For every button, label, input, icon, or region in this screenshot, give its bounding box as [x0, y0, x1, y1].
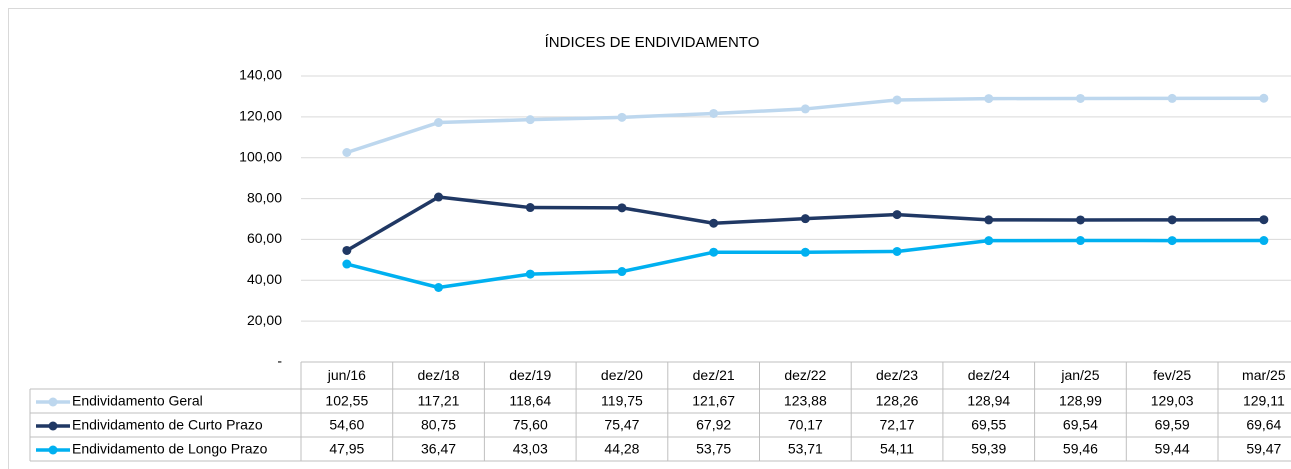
table-value: 59,47 — [1246, 441, 1281, 457]
table-value: 36,47 — [421, 441, 456, 457]
x-tick-label: dez/23 — [876, 367, 918, 383]
y-tick-label: 20,00 — [247, 312, 282, 328]
point — [800, 214, 810, 224]
x-tick-label: mar/25 — [1242, 367, 1286, 383]
table-value: 70,17 — [788, 417, 823, 433]
table-value: 128,26 — [876, 393, 919, 409]
legend-marker — [48, 421, 58, 431]
table-value: 119,75 — [601, 393, 643, 409]
point — [1259, 93, 1269, 103]
point — [800, 247, 810, 257]
table-value: 53,75 — [696, 441, 731, 457]
table-value: 44,28 — [604, 441, 639, 457]
point — [1167, 215, 1177, 225]
table-value: 121,67 — [692, 393, 735, 409]
table-value: 75,60 — [513, 417, 548, 433]
point — [434, 118, 444, 128]
x-tick-label: dez/22 — [784, 367, 826, 383]
table-value: 129,11 — [1243, 393, 1285, 409]
table-value: 80,75 — [421, 417, 456, 433]
x-tick-label: jun/16 — [327, 367, 366, 383]
table-value: 53,71 — [788, 441, 823, 457]
point — [709, 218, 719, 228]
table-value: 75,47 — [604, 417, 639, 433]
table-value: 69,59 — [1155, 417, 1190, 433]
point — [1167, 93, 1177, 103]
table-value: 59,39 — [971, 441, 1006, 457]
point — [984, 215, 994, 225]
y-tick-label: 120,00 — [239, 108, 282, 124]
point — [1167, 236, 1177, 246]
legend-marker — [48, 445, 58, 455]
x-tick-label: dez/18 — [418, 367, 460, 383]
point — [525, 269, 535, 279]
y-tick-label: - — [277, 353, 282, 369]
y-tick-label: 100,00 — [239, 148, 282, 164]
table-value: 69,64 — [1246, 417, 1281, 433]
point — [800, 104, 810, 114]
table-value: 129,03 — [1151, 393, 1194, 409]
point — [525, 203, 535, 213]
chart-title: ÍNDICES DE ENDIVIDAMENTO — [545, 34, 760, 51]
point — [984, 236, 994, 246]
point — [1075, 236, 1085, 246]
table-value: 128,94 — [967, 393, 1010, 409]
point — [1259, 215, 1269, 225]
point — [709, 247, 719, 257]
table-value: 43,03 — [513, 441, 548, 457]
point — [617, 203, 627, 213]
point — [984, 94, 994, 104]
point — [617, 112, 627, 122]
table-value: 54,60 — [329, 417, 364, 433]
point — [434, 192, 444, 202]
point — [892, 210, 902, 220]
table-value: 69,55 — [971, 417, 1006, 433]
table-value: 102,55 — [325, 393, 368, 409]
point — [709, 108, 719, 118]
legend-label: Endividamento de Curto Prazo — [72, 417, 263, 433]
x-tick-label: dez/24 — [968, 367, 1010, 383]
x-tick-label: dez/21 — [693, 367, 735, 383]
table-value: 67,92 — [696, 417, 731, 433]
table-value: 123,88 — [784, 393, 827, 409]
point — [892, 95, 902, 105]
point — [892, 246, 902, 256]
point — [1075, 215, 1085, 225]
table-value: 47,95 — [329, 441, 364, 457]
table-value: 59,46 — [1063, 441, 1098, 457]
point — [617, 267, 627, 277]
y-tick-label: 140,00 — [239, 67, 282, 83]
point — [342, 148, 352, 158]
y-tick-label: 60,00 — [247, 230, 282, 246]
x-tick-label: jan/25 — [1060, 367, 1099, 383]
table-value: 128,99 — [1059, 393, 1102, 409]
legend-label: Endividamento Geral — [72, 393, 203, 409]
point — [342, 259, 352, 269]
table-value: 117,21 — [418, 393, 460, 409]
point — [1075, 93, 1085, 103]
table-value: 118,64 — [509, 393, 551, 409]
legend-label: Endividamento de Longo Prazo — [72, 441, 268, 457]
y-tick-label: 40,00 — [247, 271, 282, 287]
table-value: 59,44 — [1155, 441, 1190, 457]
point — [342, 245, 352, 255]
y-tick-label: 80,00 — [247, 189, 282, 205]
table-value: 69,54 — [1063, 417, 1098, 433]
point — [434, 282, 444, 292]
x-tick-label: fev/25 — [1153, 367, 1191, 383]
table-value: 72,17 — [880, 417, 915, 433]
x-tick-label: dez/19 — [509, 367, 551, 383]
table-value: 54,11 — [880, 441, 914, 457]
point — [525, 115, 535, 125]
point — [1259, 236, 1269, 246]
x-tick-label: dez/20 — [601, 367, 643, 383]
legend-marker — [48, 397, 58, 407]
